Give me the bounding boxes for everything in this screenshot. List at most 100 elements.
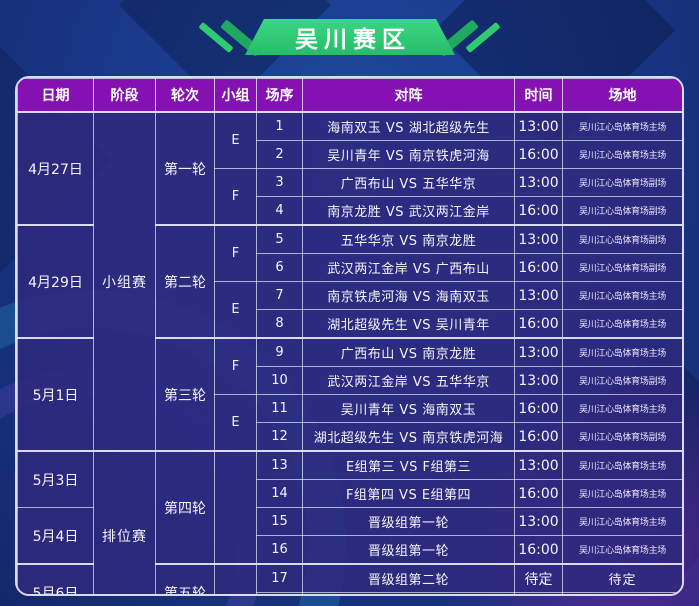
- matchup-cell: 广西布山 VS 五华华京: [302, 168, 515, 197]
- table-row: 2 吴川青年 VS 南京铁虎河海 16:00 吴川江心岛体育场主场: [18, 140, 682, 169]
- matchno-cell: 11: [256, 394, 303, 423]
- matchup-cell: 湖北超级先生 VS 南京铁虎河海: [302, 422, 515, 452]
- group-cell: E: [214, 394, 257, 452]
- time-cell: 13:00: [514, 507, 563, 536]
- venue-cell: 吴川江心岛体育场副场: [562, 168, 682, 197]
- col-header-venue: 场地: [562, 78, 682, 113]
- matchno-cell: 9: [256, 337, 303, 367]
- matchup-cell: 广西布山 VS 南京龙胜: [302, 337, 515, 367]
- matchup-cell: 海南双玉 VS 湖北超级先生: [302, 111, 515, 141]
- group-cell: [214, 563, 257, 594]
- col-header-matchup: 对阵: [302, 78, 515, 113]
- matchup-cell: 武汉两江金岸 VS 广西布山: [302, 253, 515, 282]
- matchno-cell: 3: [256, 168, 303, 197]
- time-cell: 16:00: [514, 394, 563, 423]
- col-header-group: 小组: [214, 78, 257, 113]
- table-row: 5月6日 第五轮 17 晋级组第二轮 待定 待定: [17, 563, 682, 594]
- venue-cell: 吴川江心岛体育场主场: [562, 337, 682, 367]
- matchno-cell: 12: [256, 422, 303, 452]
- time-cell: 待定: [514, 592, 563, 594]
- header-row: 日期 阶段 轮次 小组 场序 对阵 时间 场地: [17, 78, 682, 113]
- table-row: 16 晋级组第一轮 16:00 吴川江心岛体育场主场: [18, 535, 682, 565]
- round-cell: 第三轮: [155, 337, 215, 452]
- matchno-cell: 7: [256, 281, 303, 310]
- matchup-cell: 晋级组第二轮: [302, 592, 515, 594]
- time-cell: 13:00: [514, 366, 563, 395]
- matchno-cell: 5: [256, 224, 303, 254]
- matchup-cell: E组第三 VS F组第三: [302, 450, 515, 480]
- matchup-cell: 武汉两江金岸 VS 五华华京: [302, 366, 515, 395]
- matchno-cell: 16: [256, 535, 303, 565]
- table-row: E 11 吴川青年 VS 海南双玉 16:00 吴川江心岛体育场主场: [18, 394, 682, 452]
- round-cell: 第二轮: [155, 224, 215, 339]
- venue-cell: 吴川江心岛体育场主场: [562, 394, 682, 423]
- matchno-cell: 14: [256, 479, 303, 508]
- table-row: 5月3日 排位赛 第四轮 13 E组第三 VS F组第三 13:00 吴川江心岛…: [17, 450, 682, 594]
- banner-shape: 吴川赛区: [245, 19, 455, 55]
- col-header-stage: 阶段: [93, 78, 156, 113]
- date-cell: 5月4日: [17, 507, 94, 565]
- table-row: 5月4日 15 晋级组第一轮 13:00 吴川江心岛体育场主场: [17, 507, 682, 565]
- matchno-cell: 1: [256, 111, 303, 141]
- time-cell: 13:00: [514, 450, 563, 480]
- stage-cell: 排位赛: [93, 450, 156, 594]
- matchup-cell: 晋级组第一轮: [302, 535, 515, 565]
- matchno-cell: 4: [256, 196, 303, 226]
- time-cell: 13:00: [514, 224, 563, 254]
- matchup-cell: 吴川青年 VS 海南双玉: [302, 394, 515, 423]
- time-cell: 16:00: [514, 309, 563, 339]
- venue-cell: 吴川江心岛体育场主场: [562, 111, 682, 141]
- matchno-cell: 18: [256, 592, 303, 594]
- matchup-cell: 湖北超级先生 VS 吴川青年: [302, 309, 515, 339]
- round-cell: 第五轮: [155, 563, 215, 594]
- table-row: 12 湖北超级先生 VS 南京铁虎河海 16:00 吴川江心岛体育场副场: [18, 422, 682, 452]
- time-cell: 16:00: [514, 140, 563, 169]
- venue-cell: 吴川江心岛体育场主场: [562, 450, 682, 480]
- matchup-cell: 吴川青年 VS 南京铁虎河海: [302, 140, 515, 169]
- date-cell: 5月1日: [17, 337, 94, 452]
- matchno-cell: 6: [256, 253, 303, 282]
- matchno-cell: 15: [256, 507, 303, 536]
- col-header-time: 时间: [514, 78, 563, 113]
- group-cell: E: [214, 111, 257, 169]
- venue-cell: 吴川江心岛体育场副场: [562, 253, 682, 282]
- matchup-cell: 五华华京 VS 南京龙胜: [302, 224, 515, 254]
- group-cell: F: [214, 337, 257, 395]
- matchup-cell: 晋级组第一轮: [302, 507, 515, 536]
- time-cell: 13:00: [514, 168, 563, 197]
- venue-cell: 吴川江心岛体育场副场: [562, 366, 682, 395]
- group-cell: F: [214, 224, 257, 282]
- matchup-cell: 晋级组第二轮: [302, 563, 515, 593]
- round-cell: 第四轮: [155, 450, 215, 565]
- schedule-table: 日期 阶段 轮次 小组 场序 对阵 时间 场地 4月27日 小组赛 第一轮 E …: [17, 78, 682, 594]
- group-cell: [214, 450, 257, 565]
- venue-cell: 吴川江心岛体育场副场: [562, 422, 682, 452]
- time-cell: 16:00: [514, 253, 563, 282]
- date-cell: 5月3日: [17, 450, 94, 508]
- time-cell: 16:00: [514, 479, 563, 508]
- venue-cell: 吴川江心岛体育场主场: [562, 479, 682, 508]
- venue-cell: 待定: [562, 592, 682, 594]
- matchup-cell: 南京铁虎河海 VS 海南双玉: [302, 281, 515, 310]
- venue-cell: 吴川江心岛体育场主场: [562, 507, 682, 536]
- table-row: 4 南京龙胜 VS 武汉两江金岸 16:00 吴川江心岛体育场副场: [18, 196, 682, 226]
- venue-cell: 吴川江心岛体育场主场: [562, 535, 682, 565]
- matchno-cell: 10: [256, 366, 303, 395]
- group-cell: E: [214, 281, 257, 339]
- schedule-table-container: 日期 阶段 轮次 小组 场序 对阵 时间 场地 4月27日 小组赛 第一轮 E …: [15, 76, 684, 596]
- venue-cell: 吴川江心岛体育场主场: [562, 309, 682, 339]
- matchup-cell: 南京龙胜 VS 武汉两江金岸: [302, 196, 515, 226]
- round-cell: 第一轮: [155, 111, 215, 226]
- time-cell: 待定: [514, 563, 563, 593]
- table-row: 14 F组第四 VS E组第四 16:00 吴川江心岛体育场主场: [18, 479, 682, 508]
- stage-cell: 小组赛: [93, 111, 156, 452]
- matchno-cell: 13: [256, 450, 303, 480]
- venue-cell: 吴川江心岛体育场主场: [562, 281, 682, 310]
- time-cell: 16:00: [514, 422, 563, 452]
- time-cell: 13:00: [514, 281, 563, 310]
- matchno-cell: 2: [256, 140, 303, 169]
- table-row: F 3 广西布山 VS 五华华京 13:00 吴川江心岛体育场副场: [18, 168, 682, 226]
- time-cell: 13:00: [514, 337, 563, 367]
- matchno-cell: 17: [256, 563, 303, 593]
